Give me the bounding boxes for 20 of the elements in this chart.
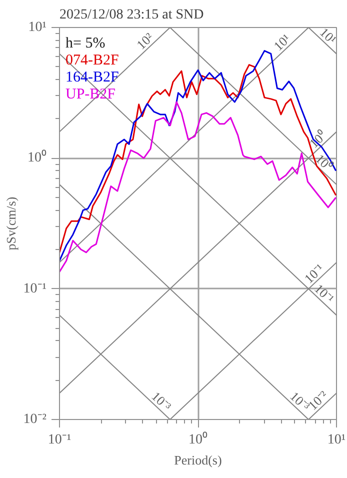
y-axis-title: pSv(cm/s) <box>3 196 18 250</box>
text: 164-B2F <box>66 70 119 86</box>
y-tick-label: 10¹ <box>28 20 47 35</box>
legend-title: h= 5% <box>66 36 106 52</box>
y-tick-label: 10⁻¹ <box>23 281 47 296</box>
x-tick-label: 10⁰ <box>188 432 208 448</box>
annotation: 10⁰ <box>312 150 336 174</box>
chart-title: 2025/12/08 23:15 at SND <box>60 8 204 22</box>
y-tick-label: 10⁰ <box>28 150 46 166</box>
annotation: 10² <box>134 30 156 52</box>
x-tick-label: 10⁻¹ <box>48 432 72 448</box>
x-tick-label: 10¹ <box>327 432 346 448</box>
y-tick-label: 10⁻² <box>23 412 47 427</box>
x-axis-title: Period(s) <box>174 452 222 468</box>
annotation: 10⁰ <box>306 128 330 151</box>
annotation: 10¹ <box>316 24 340 48</box>
text: 074-B2F <box>66 52 119 68</box>
annotation: 10¹ <box>270 30 294 54</box>
annotation: 10⁻³ <box>148 388 174 414</box>
text: UP-B2F <box>66 86 116 102</box>
